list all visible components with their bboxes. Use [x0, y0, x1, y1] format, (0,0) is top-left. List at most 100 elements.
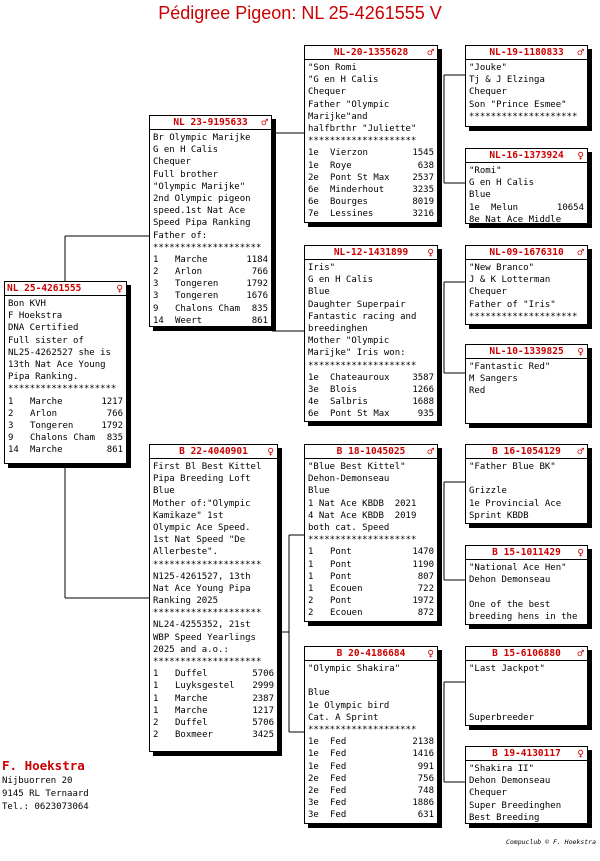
- pigeon-card-gen4-5: B 16-1054129 ♂ "Father Blue BK" Grizzle 1e P…: [465, 444, 588, 524]
- detail-line: Full sister of: [8, 335, 84, 346]
- detail-line: Kamikaze" 1st: [153, 510, 224, 521]
- race-entries: 5706: [252, 669, 274, 680]
- race-rank: 1: [308, 547, 314, 558]
- race-location: Melun: [491, 202, 519, 213]
- software-credit: Compuclub © F. Hoekstra: [505, 838, 596, 846]
- detail-line: "Son Romi: [308, 63, 357, 73]
- race-result: 7e Lessines 3216: [308, 208, 434, 220]
- ring-header: B 22-4040901 ♀: [150, 445, 277, 459]
- pigeon-card-gen4-1: NL-19-1180833 ♂ "Jouke" Tj & J Elzinga Chequ…: [465, 45, 588, 127]
- race-result: 1e Fed 2138: [308, 736, 434, 748]
- race-location: Marche: [175, 705, 208, 716]
- race-rank: 3e: [308, 798, 319, 809]
- detail-line: [469, 700, 584, 712]
- race-rank: 9: [8, 433, 14, 444]
- detail-line: Marijke"and: [308, 111, 368, 122]
- race-rank: 6e: [308, 197, 319, 208]
- detail-line: "Blue Best Kittel": [308, 462, 406, 472]
- detail-line: Father of "Iris": [469, 299, 556, 310]
- race-entries: 2138: [412, 737, 434, 748]
- race-entries: 1470: [412, 547, 434, 558]
- breeder-phone: Tel.: 0623073064: [2, 802, 89, 812]
- race-location: Pont St Max: [330, 172, 390, 183]
- race-entries: 3425: [252, 730, 274, 741]
- detail-line: Best Breeding: [469, 812, 540, 823]
- race-location: Ecouen: [330, 583, 363, 594]
- detail-line: Dehon Demonseau: [469, 776, 551, 787]
- pigeon-details: "Son Romi "G en H Calis Chequer Father "Oly…: [305, 60, 437, 220]
- ring-number: NL 25-4261555: [7, 283, 82, 294]
- race-entries: 3587: [412, 372, 434, 383]
- race-entries: 3216: [412, 209, 434, 220]
- race-result: 3 Tongeren 1792: [8, 420, 123, 432]
- sex-symbol: ♀: [577, 546, 584, 559]
- detail-line: 1e Provincial Ace: [469, 498, 562, 509]
- race-entries: 748: [417, 785, 434, 796]
- detail-line: Full brother: [153, 169, 219, 180]
- race-location: Weert: [175, 315, 203, 326]
- sex-symbol: ♀: [427, 246, 434, 259]
- race-result: 1e Fed 991: [308, 761, 434, 773]
- pigeon-card-sire: NL 23-9195633 ♂ Br Olympic Marijke G en H C…: [149, 115, 272, 327]
- detail-line: Blue: [308, 486, 330, 497]
- detail-line: 1st Nat Speed "De: [153, 535, 246, 546]
- race-result: 9 Chalons Cham 835: [153, 303, 268, 315]
- pigeon-details: "Father Blue BK" Grizzle 1e Provincial Ace…: [466, 459, 587, 522]
- ring-number: B 19-4130117: [492, 748, 561, 759]
- race-location: Pont: [330, 547, 352, 558]
- race-location: Fed: [330, 761, 347, 772]
- ring-number: B 22-4040901: [179, 446, 248, 457]
- race-result: 2 Duffel 5706: [153, 717, 274, 729]
- detail-line: WBP Speed Yearlings: [153, 632, 256, 643]
- detail-line: Iris": [308, 263, 336, 273]
- race-result: 6e Bourges 8019: [308, 196, 434, 208]
- detail-line: Dehon Demonseau: [469, 575, 551, 586]
- pigeon-details: "Shakira II" Dehon Demonseau Chequer Super …: [466, 761, 587, 823]
- pigeon-card-gen4-8: B 19-4130117 ♀ "Shakira II" Dehon Demonseau…: [465, 746, 588, 824]
- race-result: 1e Vierzon 1545: [308, 147, 434, 159]
- race-rank: 1e: [308, 148, 319, 159]
- sex-symbol: ♀: [116, 282, 123, 295]
- detail-line: Super Breedinghen: [469, 800, 562, 811]
- race-rank: 6e: [308, 184, 319, 195]
- race-rank: 3e: [308, 384, 319, 395]
- race-rank: 2: [308, 596, 314, 607]
- race-result: 3e Fed 631: [308, 809, 434, 821]
- pigeon-details: "Olympic Shakira" Blue 1e Olympic bird Cat.…: [305, 661, 437, 821]
- pigeon-card-sire-sire: NL-20-1355628 ♂ "Son Romi "G en H Calis Cheq…: [304, 45, 438, 223]
- race-entries: 766: [251, 267, 268, 278]
- sex-symbol: ♂: [427, 46, 434, 59]
- detail-line: DNA Certified: [8, 323, 79, 334]
- sex-symbol: ♂: [577, 246, 584, 259]
- ring-header: NL-10-1339825 ♀: [466, 345, 587, 359]
- race-result: 14 Marche 861: [8, 444, 123, 456]
- ring-header: B 20-4186684 ♀: [305, 647, 437, 661]
- race-rank: 2e: [308, 773, 319, 784]
- race-rank: 2e: [308, 785, 319, 796]
- detail-line: Fantastic racing and: [308, 311, 417, 322]
- sex-symbol: ♀: [577, 149, 584, 162]
- race-location: Fed: [330, 810, 347, 821]
- race-rank: 1e: [308, 749, 319, 760]
- ring-number: B 16-1054129: [492, 446, 561, 457]
- detail-line: ********************: [153, 559, 262, 570]
- pigeon-details: Br Olympic Marijke G en H Calis Chequer Ful…: [150, 130, 271, 326]
- race-rank: 1e: [308, 761, 319, 772]
- race-result: 2 Arlon 766: [8, 408, 123, 420]
- detail-line: "Father Blue BK": [469, 462, 556, 472]
- race-rank: 1e: [308, 737, 319, 748]
- detail-line: Blue: [469, 190, 491, 201]
- detail-line: Son "Prince Esmee": [469, 99, 567, 110]
- race-entries: 2999: [252, 681, 274, 692]
- ring-header: NL 23-9195633 ♂: [150, 116, 271, 130]
- detail-line: Blue: [153, 486, 175, 497]
- race-result: 1 Marche 2387: [153, 693, 274, 705]
- race-entries: 1416: [412, 749, 434, 760]
- detail-line: 13th Nat Ace Young: [8, 359, 106, 370]
- race-result: 2e Fed 748: [308, 785, 434, 797]
- detail-line: Pipa Breeding Loft: [153, 474, 251, 485]
- race-entries: 861: [106, 445, 123, 456]
- race-location: Marche: [175, 254, 208, 265]
- race-rank: 2: [8, 408, 14, 419]
- race-entries: 766: [106, 408, 123, 419]
